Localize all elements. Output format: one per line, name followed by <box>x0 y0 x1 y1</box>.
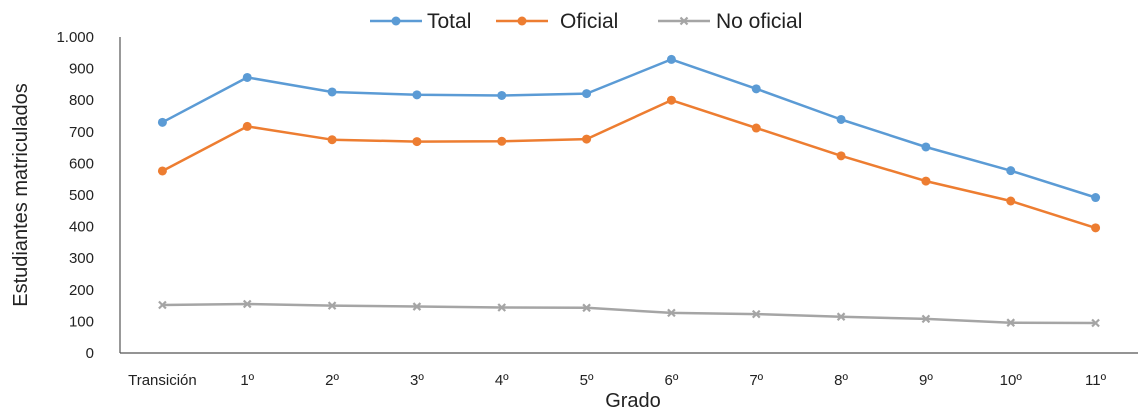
data-point-oficial <box>836 151 846 161</box>
series-oficial <box>157 95 1101 233</box>
legend-label-no-oficial: No oficial <box>716 10 802 33</box>
data-point-no-oficial <box>921 314 931 324</box>
x-tick-label: 10º <box>1000 372 1023 389</box>
data-point-no-oficial <box>327 301 337 310</box>
data-point-total <box>412 90 422 100</box>
data-point-no-oficial <box>751 309 761 319</box>
legend-label-total: Total <box>427 10 471 33</box>
data-point-oficial <box>921 176 931 186</box>
legend-item-total: Total <box>370 10 471 33</box>
x-tick-label: 5º <box>580 372 594 389</box>
series-total <box>157 54 1101 203</box>
series-line-no-oficial <box>162 302 1096 325</box>
series-no-oficial <box>158 299 1100 328</box>
data-point-oficial <box>497 136 507 146</box>
legend-item-oficial: Oficial <box>496 10 618 33</box>
data-point-total <box>836 114 846 124</box>
x-tick-label: 1º <box>240 372 254 389</box>
data-point-no-oficial <box>1091 318 1100 328</box>
y-tick-label: 900 <box>69 61 94 78</box>
data-point-no-oficial <box>1006 318 1016 327</box>
legend-marker-total <box>391 16 401 26</box>
x-tick-label: 8º <box>834 372 848 389</box>
data-point-total <box>327 87 337 97</box>
data-point-oficial <box>327 135 337 145</box>
y-tick-label: 800 <box>69 92 94 109</box>
data-point-no-oficial <box>836 312 846 321</box>
data-point-total <box>1091 193 1101 203</box>
x-tick-label: 9º <box>919 372 933 389</box>
legend-marker-no-oficial <box>679 16 689 26</box>
data-point-oficial <box>751 123 761 133</box>
y-tick-label: 700 <box>69 124 94 141</box>
y-tick-label: 500 <box>69 187 94 204</box>
y-tick-label: 300 <box>69 250 94 267</box>
data-point-total <box>497 90 507 100</box>
x-tick-label: 11º <box>1085 372 1107 389</box>
y-tick-label: 600 <box>69 155 94 172</box>
series-line-total <box>161 58 1096 199</box>
x-tick-label: 4º <box>495 372 509 389</box>
y-tick-label: 1.000 <box>56 29 94 46</box>
data-point-no-oficial <box>412 302 422 311</box>
data-point-no-oficial <box>497 303 507 312</box>
series-group <box>157 54 1101 328</box>
data-point-oficial <box>1006 196 1016 206</box>
data-point-oficial <box>242 121 252 131</box>
data-point-oficial <box>666 95 676 105</box>
data-point-no-oficial <box>582 303 591 313</box>
x-tick-label: 7º <box>749 372 763 389</box>
data-point-total <box>1006 166 1016 176</box>
legend-item-no-oficial: No oficial <box>658 10 802 33</box>
series-line-oficial <box>161 98 1096 230</box>
data-point-total <box>666 54 676 64</box>
x-tick-label: 2º <box>325 372 339 389</box>
x-tick-label: 3º <box>410 372 424 389</box>
data-point-oficial <box>157 166 167 176</box>
data-point-no-oficial <box>667 308 676 318</box>
x-tick-label: Transición <box>128 372 197 389</box>
y-axis-title: Estudiantes matriculados <box>10 83 32 306</box>
y-tick-label: 0 <box>86 345 94 362</box>
y-axis: 0 100 200 300 400 500 600 700 800 900 1.000 <box>56 29 121 362</box>
legend-marker-oficial <box>517 16 527 26</box>
data-point-total <box>751 84 761 94</box>
data-point-no-oficial <box>158 300 167 310</box>
data-point-total <box>921 142 931 152</box>
data-point-total <box>157 117 167 127</box>
legend-label-oficial: Oficial <box>560 10 618 33</box>
x-axis-title: Grado <box>605 390 661 412</box>
y-tick-label: 400 <box>69 219 94 236</box>
x-tick-label: 6º <box>665 372 679 389</box>
data-point-total <box>242 72 252 82</box>
data-point-no-oficial <box>242 299 252 309</box>
legend: Total Oficial No oficial <box>370 10 802 33</box>
y-tick-label: 200 <box>69 282 94 299</box>
data-point-oficial <box>582 134 592 144</box>
x-axis: Transición 1º 2º 3º 4º 5º 6º 7º 8º 9º 10º 11º <box>120 352 1138 389</box>
data-point-total <box>582 89 592 99</box>
data-point-oficial <box>412 137 422 147</box>
y-tick-label: 100 <box>69 313 94 330</box>
data-point-oficial <box>1091 223 1101 233</box>
